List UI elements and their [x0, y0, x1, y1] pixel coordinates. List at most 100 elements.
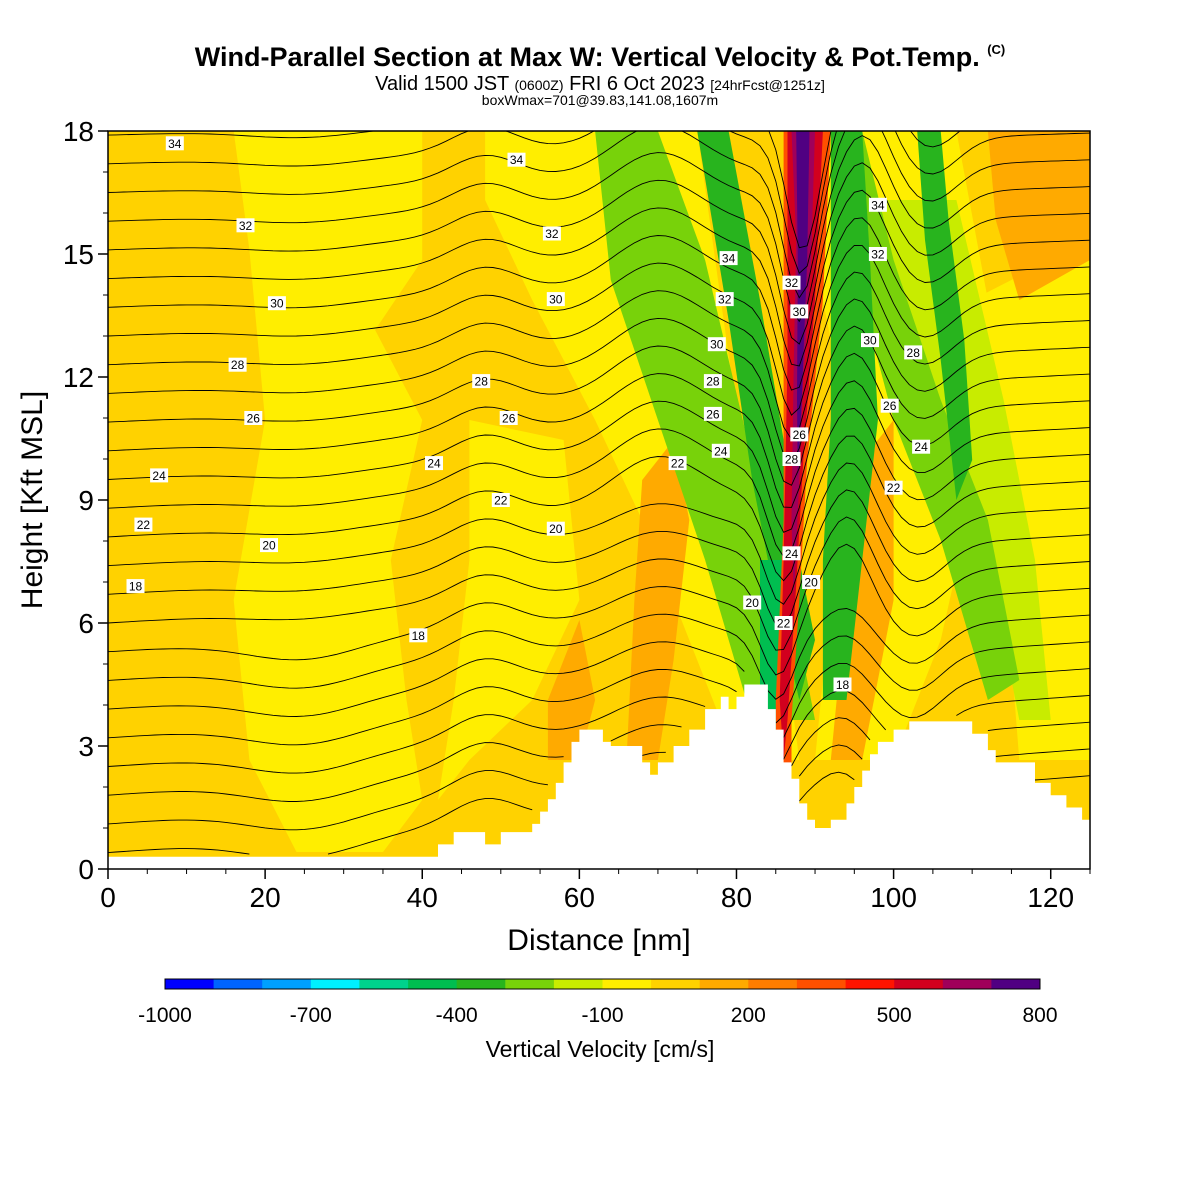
y-tick-label: 6 — [78, 608, 94, 639]
contour-label-bg — [884, 480, 903, 495]
contour-label: 32 — [236, 218, 255, 233]
contour-label-text: 28 — [785, 453, 799, 467]
contour-label: 32 — [782, 275, 801, 290]
x-axis: 0 20 40 60 80 100 120 — [100, 869, 1091, 913]
contour-label-text: 18 — [412, 629, 426, 643]
contour-label: 26 — [703, 406, 722, 421]
contour-label-text: 32 — [871, 248, 885, 262]
contour-label-bg — [134, 517, 153, 532]
y-axis-title: Height [Kft MSL] — [16, 391, 49, 609]
colorbar-label: -400 — [436, 1004, 478, 1027]
chart-title-text: Wind-Parallel Section at Max W: Vertical… — [194, 42, 980, 72]
colorbar-swatch — [456, 979, 506, 989]
colorbar-swatch — [796, 979, 846, 989]
colorbar-label: 500 — [877, 1004, 912, 1027]
contour-label: 30 — [267, 296, 286, 311]
contour-label-text: 34 — [722, 252, 736, 266]
contour-label: 30 — [790, 304, 809, 319]
contour-label-text: 28 — [706, 375, 720, 389]
contour-label-text: 22 — [887, 481, 901, 495]
contour-label-bg — [546, 292, 565, 307]
isentrope-line — [108, 135, 1090, 323]
y-tick-label: 15 — [63, 239, 94, 270]
y-tick-label: 18 — [63, 116, 94, 147]
contour-label-bg — [743, 595, 762, 610]
colorbar-swatch — [213, 979, 263, 989]
isentrope-line — [108, 516, 1090, 651]
contour-label: 30 — [861, 333, 879, 348]
contour-label-bg — [868, 197, 887, 212]
contour-label-text: 30 — [549, 293, 563, 307]
x-tick-label: 60 — [564, 882, 595, 913]
contour-label-text: 24 — [714, 444, 728, 458]
colorbar-swatch — [553, 979, 603, 989]
contour-label: 26 — [880, 398, 899, 413]
contour-label: 22 — [668, 456, 687, 471]
contour-label-bg — [790, 427, 809, 442]
contour-label-bg — [904, 345, 923, 360]
contour-label-bg — [472, 374, 491, 389]
contour-label-bg — [782, 275, 801, 290]
contour-labels: 34 32 30 28 26 24 22 20 18 18 24 28 26 22 20 34 32 30 22 34… — [126, 136, 931, 692]
contour-label: 32 — [542, 226, 561, 241]
isentrope-line — [108, 131, 1090, 299]
colorbar: -1000 -700 -400 -100 200 500 800 — [138, 978, 1058, 1027]
y-tick-label: 9 — [78, 485, 94, 516]
x-tick-label: 40 — [407, 882, 438, 913]
x-axis-title: Distance [nm] — [507, 924, 690, 957]
contour-label-text: 22 — [494, 494, 508, 508]
isentrope-line — [108, 608, 1090, 700]
isentrope-line — [108, 744, 1090, 831]
contour-label: 30 — [707, 337, 726, 352]
contour-label: 20 — [802, 575, 821, 590]
contour-label-bg — [861, 333, 879, 348]
contour-label: 24 — [150, 468, 169, 483]
contour-label: 34 — [719, 251, 738, 266]
y-tick-label: 0 — [78, 854, 94, 885]
contour-label: 28 — [904, 345, 923, 360]
contour-label: 28 — [472, 374, 491, 389]
x-tick-label: 80 — [721, 882, 752, 913]
contour-label-text: 26 — [706, 407, 720, 421]
colorbar-swatch — [845, 979, 895, 989]
plot-area — [108, 131, 1090, 869]
contour-label-text: 24 — [427, 457, 441, 471]
contour-label-bg — [260, 538, 278, 553]
contour-label-bg — [546, 521, 565, 536]
contour-label-bg — [912, 439, 931, 454]
contour-label-bg — [782, 452, 801, 466]
colorbar-label: -700 — [290, 1004, 332, 1027]
contour-label-bg — [267, 296, 286, 311]
contour-label: 28 — [228, 357, 247, 372]
contour-label: 32 — [715, 292, 734, 307]
contour-label-bg — [228, 357, 247, 372]
contour-label: 18 — [833, 677, 852, 692]
contour-label-bg — [499, 411, 518, 425]
contour-label-text: 30 — [863, 334, 877, 348]
contour-label-bg — [880, 398, 899, 413]
contour-label: 22 — [774, 616, 793, 631]
colorbar-swatch — [262, 979, 312, 989]
yellow-band — [438, 420, 580, 800]
contour-label-text: 34 — [168, 137, 182, 151]
contour-label-bg — [782, 546, 801, 561]
colorbar-swatch — [894, 979, 944, 989]
isentrope-line — [108, 271, 1090, 441]
contour-label-text: 26 — [883, 399, 897, 413]
contour-label-bg — [703, 406, 722, 421]
colorbar-swatch — [991, 979, 1041, 989]
contour-label-bg — [409, 628, 428, 643]
contour-label-text: 30 — [270, 297, 284, 311]
contour-label-text: 24 — [914, 440, 928, 454]
isentrope-line — [108, 690, 1090, 774]
contour-label-bg — [668, 456, 687, 471]
green-band — [917, 131, 973, 500]
x-tick-label: 100 — [870, 882, 917, 913]
contour-label-text: 18 — [129, 580, 143, 594]
colorbar-swatch — [408, 979, 458, 989]
contour-label-bg — [715, 292, 734, 307]
chart-title-tag: (C) — [987, 42, 1006, 57]
contour-label: 22 — [884, 480, 903, 495]
contour-label-text: 22 — [137, 518, 151, 532]
isentrope-layer — [108, 131, 1090, 855]
